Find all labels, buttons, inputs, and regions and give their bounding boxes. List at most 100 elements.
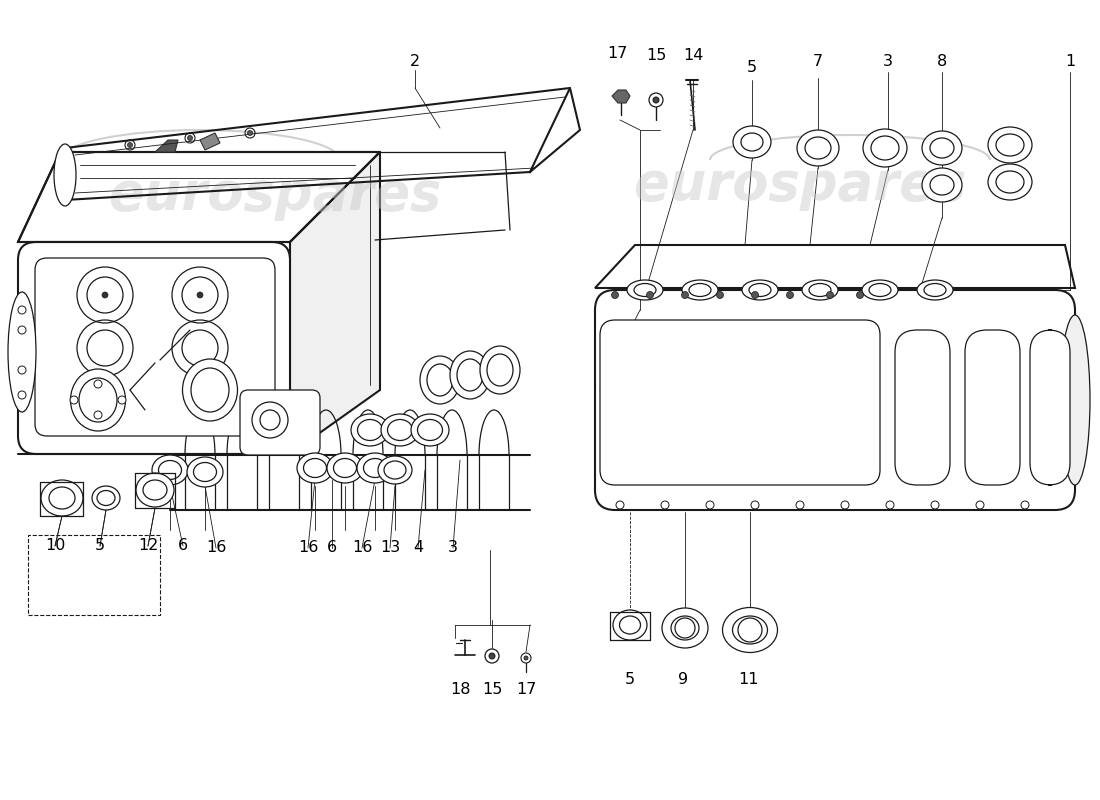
Bar — [28, 535, 160, 615]
Polygon shape — [155, 140, 178, 152]
Circle shape — [716, 291, 724, 298]
Polygon shape — [200, 133, 220, 150]
Text: 3: 3 — [883, 54, 893, 70]
Text: 4: 4 — [412, 541, 424, 555]
Ellipse shape — [922, 131, 962, 165]
Ellipse shape — [862, 280, 898, 300]
Circle shape — [857, 291, 864, 298]
Text: 5: 5 — [95, 538, 106, 554]
Ellipse shape — [378, 456, 412, 484]
Ellipse shape — [922, 168, 962, 202]
FancyBboxPatch shape — [595, 290, 1075, 510]
Ellipse shape — [54, 144, 76, 206]
Text: 8: 8 — [937, 54, 947, 70]
Circle shape — [187, 135, 192, 141]
Circle shape — [118, 396, 127, 404]
Ellipse shape — [627, 280, 663, 300]
Ellipse shape — [297, 453, 333, 483]
Circle shape — [524, 656, 528, 660]
Circle shape — [751, 291, 759, 298]
Ellipse shape — [988, 164, 1032, 200]
Ellipse shape — [8, 292, 36, 412]
FancyBboxPatch shape — [240, 390, 320, 455]
Text: 6: 6 — [178, 538, 188, 554]
Text: 10: 10 — [45, 538, 65, 554]
Ellipse shape — [420, 356, 460, 404]
Polygon shape — [290, 152, 380, 454]
Ellipse shape — [480, 346, 520, 394]
Circle shape — [653, 97, 659, 103]
Text: 15: 15 — [646, 49, 667, 63]
FancyBboxPatch shape — [895, 330, 950, 485]
Circle shape — [197, 292, 204, 298]
Circle shape — [826, 291, 834, 298]
Ellipse shape — [988, 127, 1032, 163]
Text: 9: 9 — [678, 673, 689, 687]
Text: eurospares: eurospares — [108, 169, 442, 221]
FancyBboxPatch shape — [35, 258, 275, 436]
Circle shape — [647, 291, 653, 298]
Ellipse shape — [798, 130, 839, 166]
Ellipse shape — [742, 280, 778, 300]
Ellipse shape — [411, 414, 449, 446]
Text: 18: 18 — [450, 682, 471, 698]
Polygon shape — [530, 88, 580, 172]
Circle shape — [248, 130, 253, 135]
FancyBboxPatch shape — [600, 320, 880, 485]
Text: 16: 16 — [298, 541, 318, 555]
Text: 2: 2 — [410, 54, 420, 70]
Text: eurospares: eurospares — [634, 159, 967, 211]
Circle shape — [94, 411, 102, 419]
Text: 6: 6 — [327, 541, 337, 555]
Circle shape — [682, 291, 689, 298]
Ellipse shape — [152, 455, 188, 485]
Circle shape — [490, 653, 495, 659]
Text: 14: 14 — [683, 49, 703, 63]
Circle shape — [70, 396, 78, 404]
Circle shape — [128, 142, 132, 147]
Ellipse shape — [733, 126, 771, 158]
Circle shape — [102, 292, 108, 298]
Ellipse shape — [613, 610, 647, 640]
Ellipse shape — [450, 351, 490, 399]
Text: 5: 5 — [625, 673, 635, 687]
Ellipse shape — [662, 608, 708, 648]
Ellipse shape — [1060, 315, 1090, 485]
Ellipse shape — [802, 280, 838, 300]
Polygon shape — [612, 90, 630, 103]
Ellipse shape — [358, 453, 393, 483]
Ellipse shape — [70, 369, 125, 431]
Ellipse shape — [351, 414, 389, 446]
Text: 5: 5 — [747, 61, 757, 75]
Text: 7: 7 — [813, 54, 823, 70]
Ellipse shape — [136, 473, 174, 507]
Ellipse shape — [381, 414, 419, 446]
Text: 12: 12 — [138, 538, 158, 554]
Ellipse shape — [682, 280, 718, 300]
Polygon shape — [595, 245, 1075, 288]
Text: 16: 16 — [352, 541, 372, 555]
Ellipse shape — [41, 480, 82, 516]
Ellipse shape — [187, 457, 223, 487]
Ellipse shape — [917, 280, 953, 300]
Ellipse shape — [864, 129, 907, 167]
Ellipse shape — [92, 486, 120, 510]
Text: 17: 17 — [516, 682, 536, 698]
FancyBboxPatch shape — [1030, 330, 1070, 485]
Text: 16: 16 — [206, 541, 227, 555]
FancyBboxPatch shape — [18, 242, 290, 454]
Circle shape — [94, 380, 102, 388]
Ellipse shape — [723, 607, 778, 653]
Circle shape — [786, 291, 793, 298]
Circle shape — [612, 291, 618, 298]
Text: 15: 15 — [482, 682, 503, 698]
Text: 17: 17 — [607, 46, 627, 62]
Ellipse shape — [183, 359, 238, 421]
Text: 3: 3 — [448, 541, 458, 555]
Text: 1: 1 — [1065, 54, 1075, 70]
Polygon shape — [18, 152, 380, 242]
FancyBboxPatch shape — [965, 330, 1020, 485]
Text: 11: 11 — [738, 673, 758, 687]
Ellipse shape — [327, 453, 363, 483]
Text: 13: 13 — [379, 541, 400, 555]
